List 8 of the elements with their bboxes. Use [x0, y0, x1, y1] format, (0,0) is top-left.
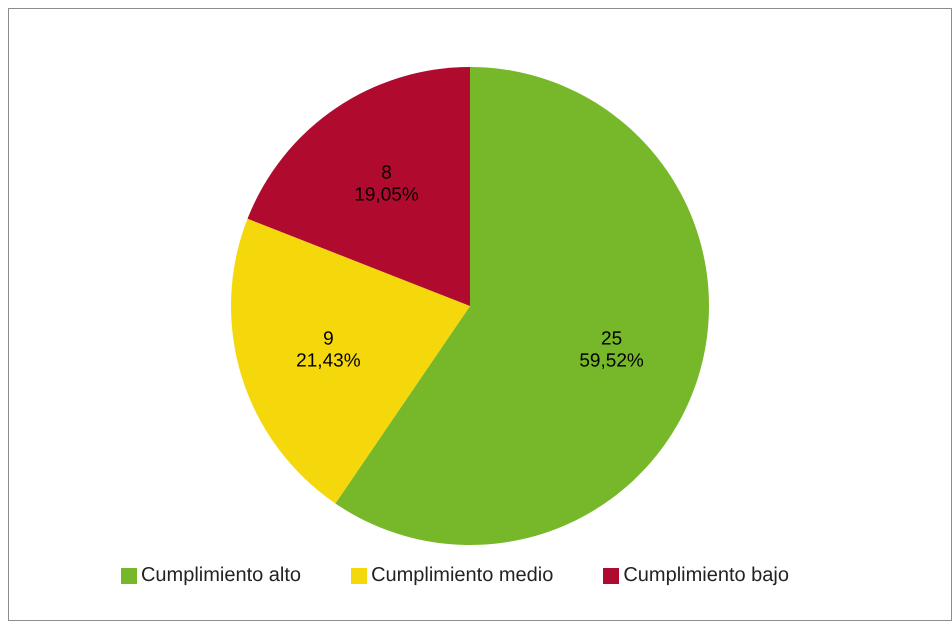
pie-slice — [248, 67, 470, 306]
data-label: 8 19,05% — [354, 162, 419, 206]
legend-label: Cumplimiento alto — [140, 564, 302, 586]
pie-slice — [231, 218, 470, 504]
legend-label: Cumplimiento medio — [371, 564, 554, 586]
legend-label: Cumplimiento bajo — [623, 564, 789, 586]
data-label: 25 59,52% — [579, 328, 644, 372]
data-label: 9 21,43% — [296, 328, 361, 372]
